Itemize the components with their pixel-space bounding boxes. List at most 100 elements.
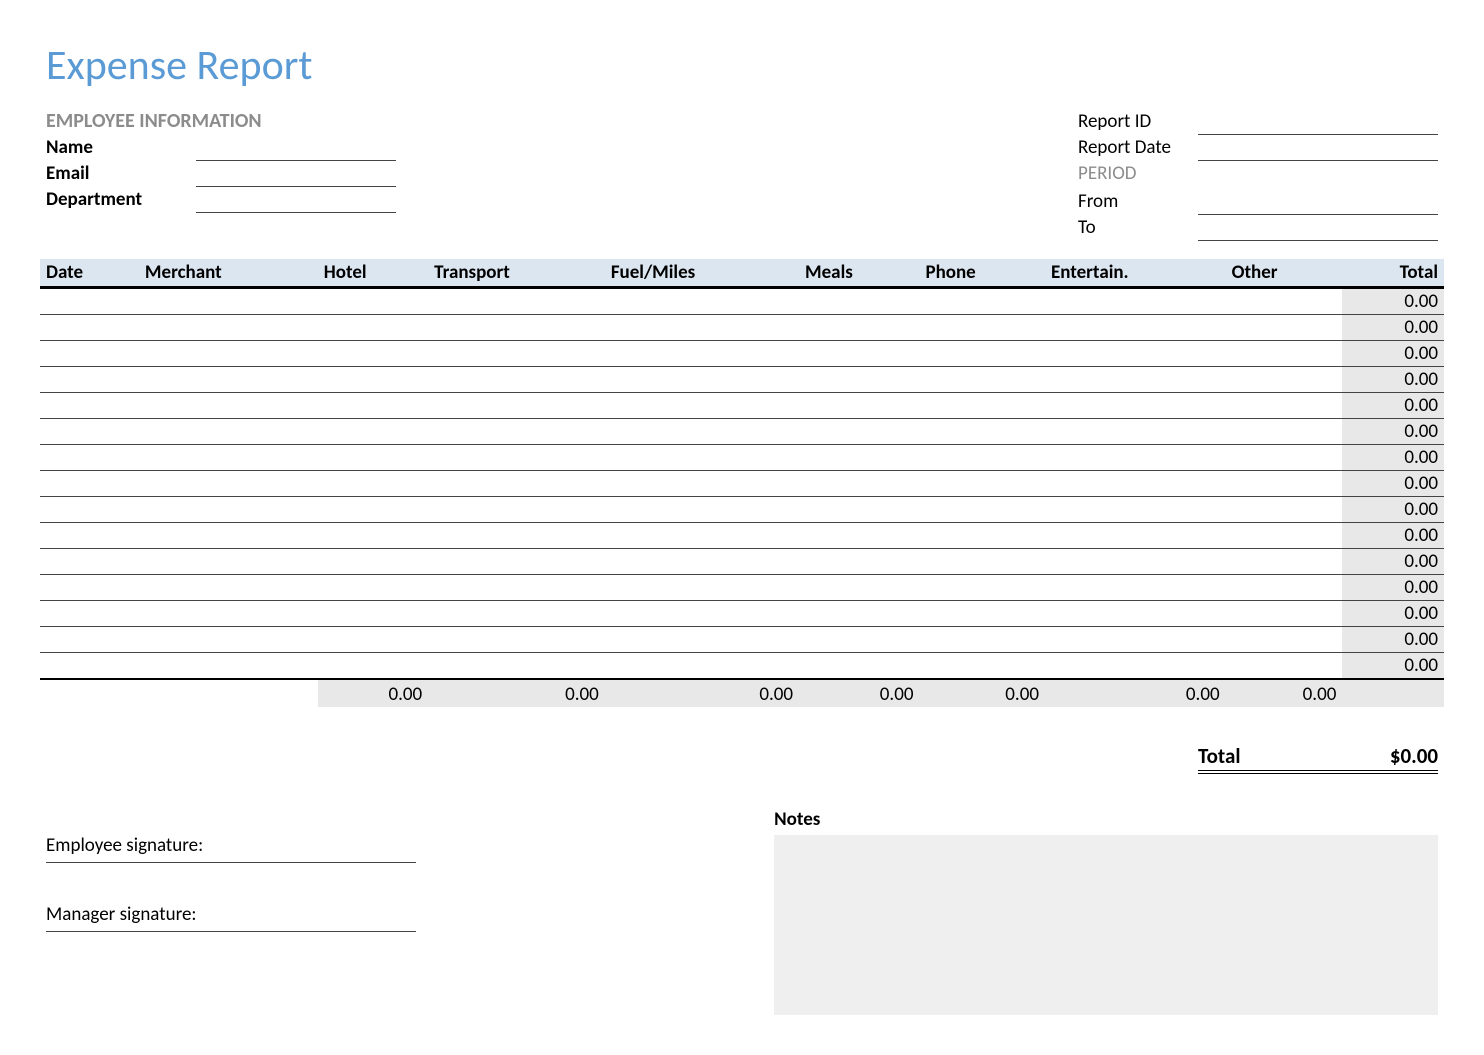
- cell[interactable]: [318, 575, 428, 601]
- cell[interactable]: [1045, 419, 1226, 445]
- cell[interactable]: [919, 393, 1044, 419]
- cell[interactable]: [605, 419, 799, 445]
- cell[interactable]: [40, 523, 139, 549]
- cell[interactable]: [919, 601, 1044, 627]
- cell[interactable]: [40, 497, 139, 523]
- cell[interactable]: [605, 367, 799, 393]
- cell[interactable]: [1045, 601, 1226, 627]
- cell[interactable]: [318, 601, 428, 627]
- cell[interactable]: [605, 627, 799, 653]
- cell[interactable]: [919, 288, 1044, 315]
- cell[interactable]: [40, 627, 139, 653]
- cell[interactable]: [40, 445, 139, 471]
- cell[interactable]: [428, 497, 605, 523]
- notes-box[interactable]: [774, 835, 1438, 1015]
- cell[interactable]: [1045, 393, 1226, 419]
- cell[interactable]: [919, 575, 1044, 601]
- cell[interactable]: [919, 445, 1044, 471]
- cell[interactable]: [919, 341, 1044, 367]
- cell[interactable]: [1045, 341, 1226, 367]
- cell[interactable]: [605, 575, 799, 601]
- cell[interactable]: [1045, 523, 1226, 549]
- cell[interactable]: [318, 653, 428, 680]
- cell[interactable]: [40, 653, 139, 680]
- cell[interactable]: [428, 653, 605, 680]
- cell[interactable]: [318, 367, 428, 393]
- cell[interactable]: [40, 471, 139, 497]
- cell[interactable]: [40, 288, 139, 315]
- cell[interactable]: [919, 549, 1044, 575]
- cell[interactable]: [1045, 627, 1226, 653]
- employee-signature-line[interactable]: [46, 859, 416, 863]
- cell[interactable]: [1226, 523, 1343, 549]
- cell[interactable]: [799, 497, 919, 523]
- cell[interactable]: [40, 393, 139, 419]
- cell[interactable]: [799, 341, 919, 367]
- period-to-input-line[interactable]: [1198, 219, 1438, 241]
- cell[interactable]: [799, 601, 919, 627]
- cell[interactable]: [40, 341, 139, 367]
- cell[interactable]: [318, 471, 428, 497]
- cell[interactable]: [428, 601, 605, 627]
- cell[interactable]: [605, 288, 799, 315]
- cell[interactable]: [1045, 549, 1226, 575]
- cell[interactable]: [799, 575, 919, 601]
- cell[interactable]: [799, 549, 919, 575]
- cell[interactable]: [1045, 471, 1226, 497]
- cell[interactable]: [40, 575, 139, 601]
- cell[interactable]: [605, 497, 799, 523]
- cell[interactable]: [1226, 315, 1343, 341]
- cell[interactable]: [605, 445, 799, 471]
- cell[interactable]: [1045, 653, 1226, 680]
- cell[interactable]: [605, 653, 799, 680]
- cell[interactable]: [799, 419, 919, 445]
- cell[interactable]: [799, 445, 919, 471]
- cell[interactable]: [318, 315, 428, 341]
- cell[interactable]: [318, 627, 428, 653]
- cell[interactable]: [139, 471, 318, 497]
- cell[interactable]: [919, 471, 1044, 497]
- cell[interactable]: [318, 419, 428, 445]
- cell[interactable]: [605, 601, 799, 627]
- cell[interactable]: [1045, 315, 1226, 341]
- cell[interactable]: [428, 315, 605, 341]
- cell[interactable]: [318, 445, 428, 471]
- cell[interactable]: [428, 419, 605, 445]
- cell[interactable]: [919, 419, 1044, 445]
- cell[interactable]: [1226, 288, 1343, 315]
- cell[interactable]: [428, 393, 605, 419]
- cell[interactable]: [139, 601, 318, 627]
- cell[interactable]: [139, 315, 318, 341]
- cell[interactable]: [799, 653, 919, 680]
- cell[interactable]: [605, 393, 799, 419]
- cell[interactable]: [318, 523, 428, 549]
- cell[interactable]: [139, 341, 318, 367]
- cell[interactable]: [139, 523, 318, 549]
- cell[interactable]: [605, 471, 799, 497]
- cell[interactable]: [799, 627, 919, 653]
- name-input-line[interactable]: [196, 139, 396, 161]
- cell[interactable]: [799, 315, 919, 341]
- cell[interactable]: [139, 288, 318, 315]
- cell[interactable]: [1226, 549, 1343, 575]
- email-input-line[interactable]: [196, 165, 396, 187]
- cell[interactable]: [139, 549, 318, 575]
- cell[interactable]: [428, 575, 605, 601]
- cell[interactable]: [428, 471, 605, 497]
- cell[interactable]: [318, 288, 428, 315]
- cell[interactable]: [428, 445, 605, 471]
- cell[interactable]: [139, 393, 318, 419]
- cell[interactable]: [318, 497, 428, 523]
- cell[interactable]: [919, 653, 1044, 680]
- cell[interactable]: [919, 627, 1044, 653]
- cell[interactable]: [919, 523, 1044, 549]
- cell[interactable]: [605, 549, 799, 575]
- cell[interactable]: [40, 315, 139, 341]
- cell[interactable]: [1226, 471, 1343, 497]
- cell[interactable]: [318, 393, 428, 419]
- cell[interactable]: [799, 288, 919, 315]
- cell[interactable]: [605, 523, 799, 549]
- cell[interactable]: [1226, 575, 1343, 601]
- cell[interactable]: [1226, 341, 1343, 367]
- cell[interactable]: [1045, 497, 1226, 523]
